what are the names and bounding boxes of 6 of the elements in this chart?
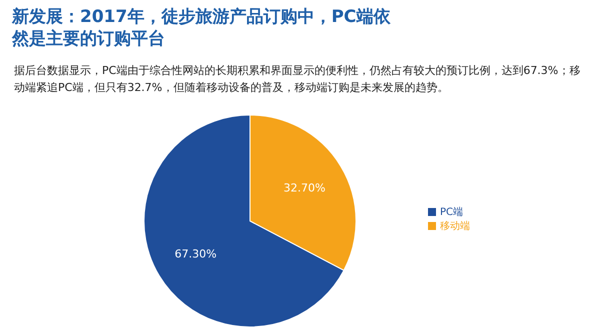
legend-label: PC端 [440,207,464,218]
chart-subtitle: 据后台数据显示，PC端由于综合性网站的长期积累和界面显示的便利性，仍然占有较大的预订比例，达到67.3%；移动端紧追PC端，但只有32.7%，但随着移动设备的普及，移动端订购是未来发展的趋势。 [14,63,582,96]
data-label: 67.30% [174,247,217,260]
chart-title: 新发展：2017年，徒步旅游产品订购中，PC端依然是主要的订购平台 [12,6,392,50]
legend-label: 移动端 [440,221,470,232]
data-label: 32.70% [283,182,326,195]
